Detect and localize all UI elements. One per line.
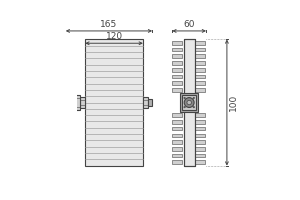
Bar	[172, 134, 182, 137]
Bar	[172, 75, 182, 78]
Bar	[180, 93, 198, 112]
Bar	[172, 113, 182, 117]
Bar	[172, 160, 182, 164]
Bar	[143, 97, 148, 108]
Bar	[172, 81, 182, 85]
Circle shape	[193, 106, 194, 108]
Bar	[172, 54, 182, 58]
Bar	[148, 99, 152, 106]
Bar	[195, 88, 205, 92]
Bar	[195, 54, 205, 58]
Bar	[172, 68, 182, 72]
Bar	[195, 113, 205, 117]
Bar	[182, 95, 196, 110]
Circle shape	[184, 98, 194, 107]
Bar	[172, 120, 182, 124]
Bar	[195, 147, 205, 151]
Text: 100: 100	[229, 94, 238, 111]
Circle shape	[184, 106, 185, 108]
Bar	[172, 88, 182, 92]
Bar	[195, 154, 205, 157]
Bar	[195, 68, 205, 72]
Bar	[195, 160, 205, 164]
Bar	[195, 75, 205, 78]
Bar	[195, 134, 205, 137]
Bar	[172, 48, 182, 51]
Bar	[66, 99, 72, 107]
Circle shape	[187, 100, 191, 105]
Bar	[195, 140, 205, 144]
Bar	[195, 81, 205, 85]
Bar	[184, 39, 195, 166]
Bar	[172, 140, 182, 144]
Bar	[195, 127, 205, 130]
Bar	[172, 127, 182, 130]
Bar	[195, 120, 205, 124]
Bar	[195, 41, 205, 45]
Bar	[72, 95, 80, 110]
Bar	[172, 147, 182, 151]
Text: 120: 120	[106, 32, 123, 41]
Bar	[195, 48, 205, 51]
Bar	[184, 39, 195, 166]
Bar	[172, 41, 182, 45]
Circle shape	[193, 97, 194, 99]
Bar	[80, 97, 85, 108]
Bar	[195, 61, 205, 65]
Bar	[172, 61, 182, 65]
Text: 60: 60	[183, 20, 195, 29]
Text: 165: 165	[100, 20, 118, 29]
Bar	[85, 39, 143, 166]
Bar	[172, 154, 182, 157]
Circle shape	[184, 97, 185, 99]
